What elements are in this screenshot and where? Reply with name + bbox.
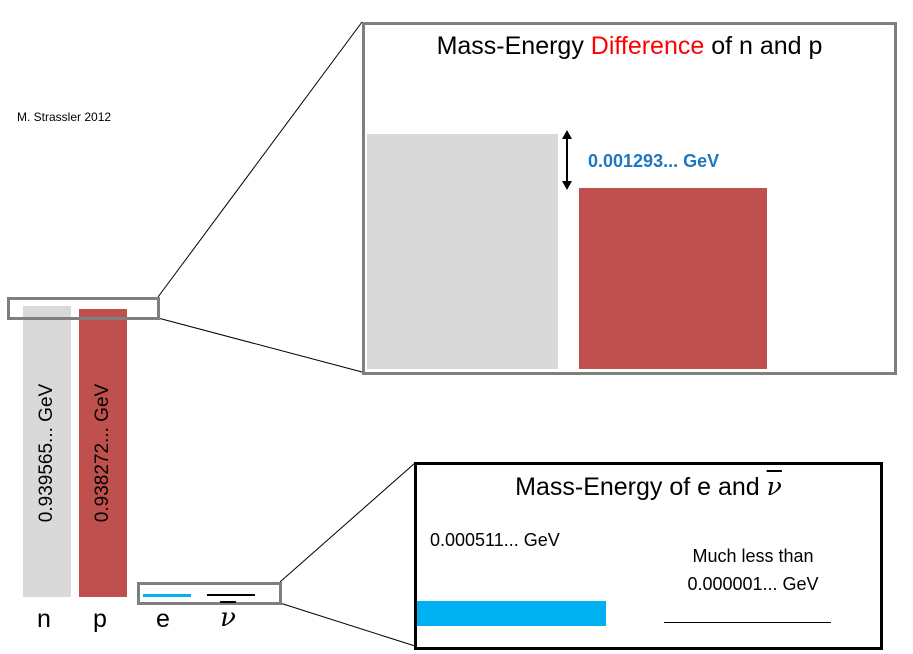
title-highlight: Difference: [590, 32, 705, 60]
difference-panel: [362, 22, 897, 375]
label-antineutrino: ν: [220, 603, 236, 633]
antineutrino-value-line1: Much less than: [692, 546, 814, 566]
antineutrino-line-zoomed: [664, 622, 831, 623]
label-p: p: [93, 605, 107, 633]
title-post: of n and p: [704, 32, 823, 60]
title-pre: Mass-Energy: [436, 32, 591, 60]
lepton-zoom-box: [137, 582, 282, 605]
antineutrino-value-line2: 0.000001... GeV: [687, 574, 819, 594]
nucleon-zoom-box: [7, 297, 160, 320]
label-n: n: [37, 605, 51, 633]
neutron-bar: [23, 306, 71, 597]
electron-bar-zoomed: [417, 601, 606, 626]
proton-bar-zoomed: [579, 188, 767, 369]
proton-bar: [79, 309, 127, 597]
lepton-panel-title: Mass-Energy of e and ν: [414, 472, 883, 502]
neutron-bar-zoomed: [367, 134, 558, 369]
lepton-title-text: Mass-Energy of e and: [515, 473, 767, 501]
antineutrino-symbol: ν: [766, 472, 782, 501]
proton-value: 0.938272... GeV: [92, 383, 113, 523]
label-e: e: [156, 605, 170, 633]
double-arrow-icon: [562, 130, 572, 190]
neutron-value: 0.939565... GeV: [36, 383, 57, 523]
connector-line: [157, 317, 363, 373]
difference-panel-title: Mass-Energy Difference of n and p: [362, 32, 897, 61]
difference-value: 0.001293... GeV: [588, 151, 720, 171]
electron-line: [143, 594, 191, 597]
connector-line: [279, 462, 416, 583]
antineutrino-value: Much less than 0.000001... GeV: [653, 542, 853, 598]
credit-text: M. Strassler 2012: [17, 110, 112, 124]
lepton-panel: [414, 462, 883, 650]
connector-line: [279, 602, 416, 647]
connector-line: [157, 21, 363, 298]
electron-value: 0.000511... GeV: [430, 530, 560, 550]
antineutrino-line: [207, 594, 255, 596]
